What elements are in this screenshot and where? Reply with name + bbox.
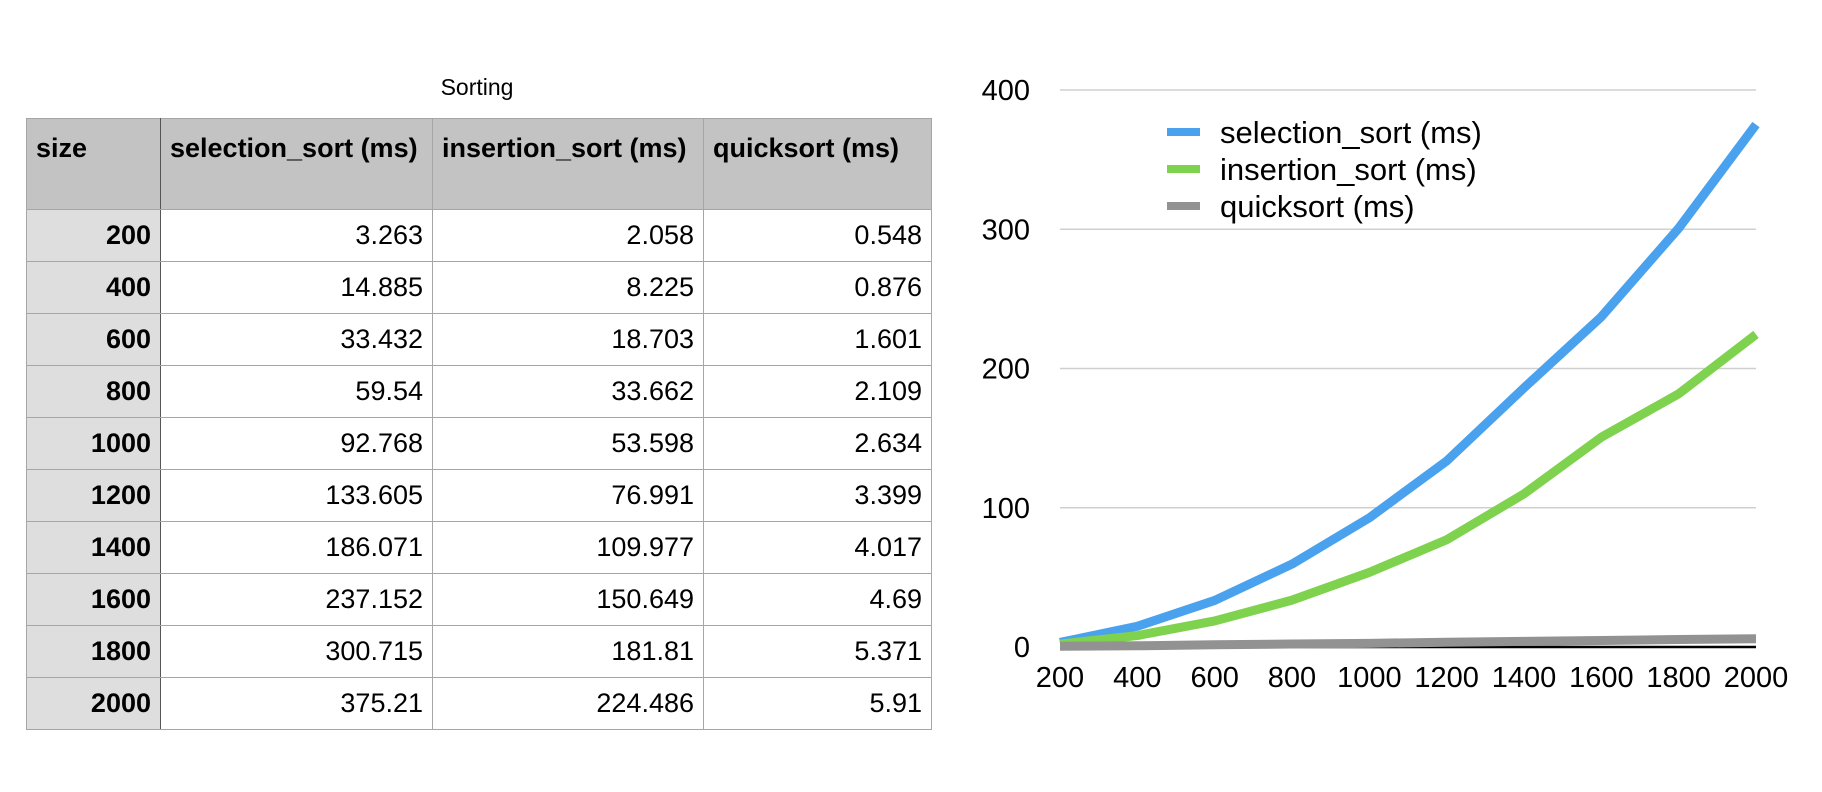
selection-sort-cell: 375.21 [160, 677, 433, 730]
size-cell: 800 [26, 365, 161, 418]
quicksort-cell: 4.017 [703, 521, 932, 574]
y-tick-label: 300 [982, 214, 1030, 246]
insertion-sort-cell: 224.486 [432, 677, 704, 730]
insertion-sort-cell: 76.991 [432, 469, 704, 522]
insertion-sort-cell: 181.81 [432, 625, 704, 678]
gridlines [1060, 89, 1756, 509]
legend: selection_sort (ms)insertion_sort (ms)qu… [1167, 115, 1482, 224]
table-row: 1200 133.605 76.991 3.399 [26, 469, 932, 522]
quicksort-cell: 1.601 [703, 313, 932, 366]
line-chart: 0 100 200 300 400 200 400 600 800 1000 1200 1400 160… [982, 75, 1789, 694]
selection-sort-cell: 133.605 [160, 469, 433, 522]
table-row: 200 3.263 2.058 0.548 [26, 209, 932, 262]
quicksort-cell: 4.69 [703, 573, 932, 626]
size-cell: 1400 [26, 521, 161, 574]
y-tick-label: 200 [982, 354, 1030, 386]
insertion-sort-cell: 8.225 [432, 261, 704, 314]
header-insertion-sort: insertion_sort (ms) [432, 118, 704, 210]
selection-sort-cell: 92.768 [160, 417, 433, 470]
quicksort-cell: 3.399 [703, 469, 932, 522]
table-row: 1400 186.071 109.977 4.017 [26, 521, 932, 574]
x-tick-label: 600 [1190, 662, 1238, 694]
series-line-2 [1059, 330, 1759, 649]
insertion-sort-cell: 53.598 [432, 417, 704, 470]
size-cell: 1600 [26, 573, 161, 626]
x-tick-label: 1000 [1337, 662, 1402, 694]
selection-sort-cell: 300.715 [160, 625, 433, 678]
x-tick-label: 1400 [1492, 662, 1557, 694]
y-tick-label: 400 [982, 75, 1030, 107]
series-line-3 [1059, 634, 1757, 651]
header-selection-sort: selection_sort (ms) [160, 118, 433, 210]
size-cell: 600 [26, 313, 161, 366]
selection-sort-cell: 59.54 [160, 365, 433, 418]
insertion-sort-cell: 109.977 [432, 521, 704, 574]
quicksort-cell: 0.876 [703, 261, 932, 314]
table-row: 800 59.54 33.662 2.109 [26, 365, 932, 418]
size-cell: 1000 [26, 417, 161, 470]
table-row: 2000 375.21 224.486 5.91 [26, 677, 932, 730]
legend-label: insertion_sort (ms) [1220, 152, 1477, 187]
size-cell: 1200 [26, 469, 161, 522]
selection-sort-cell: 14.885 [160, 261, 433, 314]
quicksort-cell: 5.371 [703, 625, 932, 678]
x-tick-label: 1800 [1646, 662, 1711, 694]
quicksort-cell: 5.91 [703, 677, 932, 730]
table-row: 600 33.432 18.703 1.601 [26, 313, 932, 366]
x-tick-label: 1200 [1414, 662, 1479, 694]
table-row: 1800 300.715 181.81 5.371 [26, 625, 932, 678]
insertion-sort-cell: 33.662 [432, 365, 704, 418]
size-cell: 1800 [26, 625, 161, 678]
table-row: 1600 237.152 150.649 4.69 [26, 573, 932, 626]
insertion-sort-cell: 2.058 [432, 209, 704, 262]
sorting-table: size selection_sort (ms) insertion_sort … [26, 118, 932, 730]
selection-sort-cell: 186.071 [160, 521, 433, 574]
quicksort-cell: 2.634 [703, 417, 932, 470]
axes: 0 100 200 300 400 200 400 600 800 1000 1200 1400 160… [982, 75, 1789, 694]
selection-sort-cell: 33.432 [160, 313, 433, 366]
series-lines [1059, 121, 1760, 651]
series-line-1 [1059, 121, 1760, 647]
insertion-sort-cell: 18.703 [432, 313, 704, 366]
quicksort-cell: 0.548 [703, 209, 932, 262]
table-row: 400 14.885 8.225 0.876 [26, 261, 932, 314]
quicksort-cell: 2.109 [703, 365, 932, 418]
legend-label: selection_sort (ms) [1220, 115, 1482, 150]
size-cell: 2000 [26, 677, 161, 730]
selection-sort-cell: 237.152 [160, 573, 433, 626]
y-tick-label: 0 [1014, 632, 1030, 664]
selection-sort-cell: 3.263 [160, 209, 433, 262]
x-tick-label: 2000 [1724, 662, 1789, 694]
x-tick-label: 200 [1036, 662, 1084, 694]
header-quicksort: quicksort (ms) [703, 118, 932, 210]
table-row: 1000 92.768 53.598 2.634 [26, 417, 932, 470]
legend-label: quicksort (ms) [1220, 189, 1415, 224]
size-cell: 200 [26, 209, 161, 262]
y-tick-label: 100 [982, 493, 1030, 525]
size-cell: 400 [26, 261, 161, 314]
x-tick-label: 1600 [1569, 662, 1634, 694]
table-title: Sorting [440, 74, 514, 100]
table-header-row: size selection_sort (ms) insertion_sort … [26, 118, 932, 210]
insertion-sort-cell: 150.649 [432, 573, 704, 626]
header-size: size [26, 118, 161, 210]
x-tick-label: 800 [1268, 662, 1316, 694]
x-tick-label: 400 [1113, 662, 1161, 694]
